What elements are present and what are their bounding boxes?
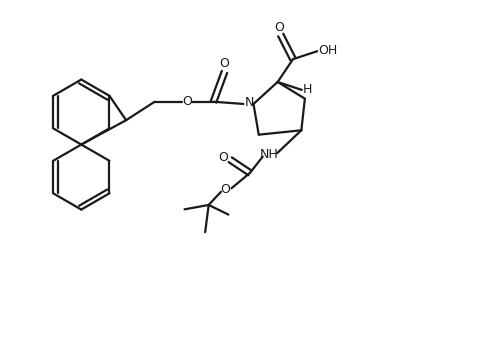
- Text: OH: OH: [318, 44, 338, 57]
- Text: O: O: [218, 151, 228, 164]
- Text: H: H: [303, 83, 313, 96]
- Text: O: O: [274, 21, 284, 34]
- Text: O: O: [183, 95, 193, 108]
- Text: O: O: [219, 58, 229, 71]
- Text: NH: NH: [260, 148, 279, 162]
- Text: O: O: [220, 182, 230, 196]
- Text: N: N: [244, 96, 254, 109]
